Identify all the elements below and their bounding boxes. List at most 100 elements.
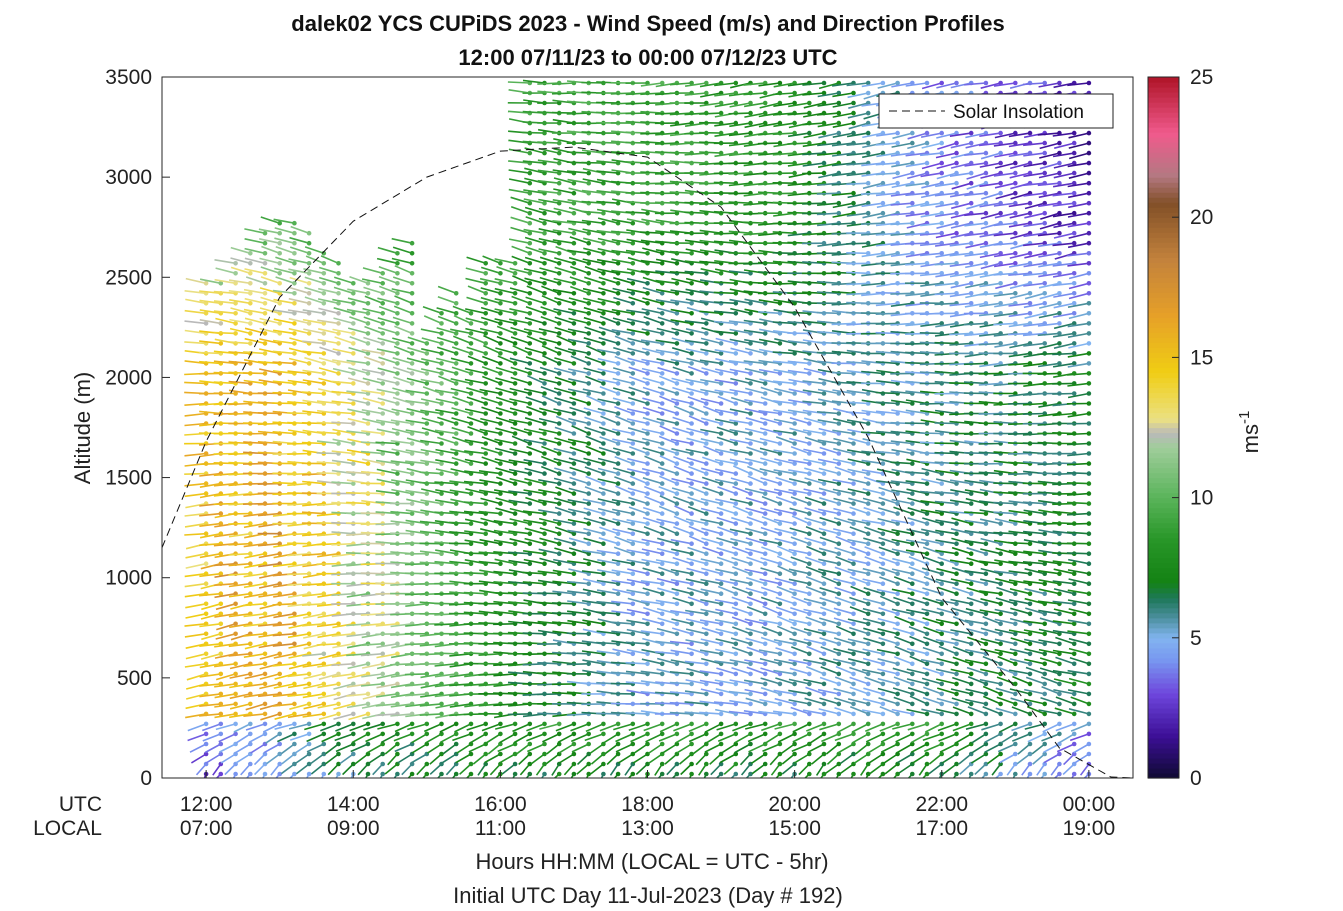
wind-barb-dot — [365, 711, 371, 717]
wind-barb-dot — [762, 431, 768, 436]
wind-barb-dot — [292, 251, 297, 256]
wind-barb-dot — [615, 491, 621, 496]
wind-barb-dot — [659, 391, 665, 396]
wind-barb-dot — [351, 421, 356, 426]
wind-barb-dot — [262, 641, 268, 647]
wind-barb-dot — [556, 190, 562, 196]
wind-barb-dot — [542, 230, 547, 236]
wind-barb-dot — [556, 721, 562, 727]
wind-barb-dot — [586, 721, 591, 727]
wind-barb-dot — [483, 371, 489, 376]
chart-title: dalek02 YCS CUPiDS 2023 - Wind Speed (m/… — [291, 11, 1004, 36]
wind-barb-dot — [542, 371, 547, 376]
wind-barb-dot — [748, 771, 753, 777]
wind-barb-dot — [424, 351, 430, 356]
wind-barb-dot — [365, 361, 371, 366]
wind-barb — [522, 663, 545, 666]
wind-barb-dot — [571, 731, 577, 737]
wind-barb-dot — [792, 421, 797, 426]
wind-barb-dot — [601, 291, 606, 296]
wind-barb-dot — [689, 601, 694, 607]
wind-barb-dot — [748, 441, 753, 446]
wind-barb-dot — [762, 351, 768, 356]
wind-barb-dot — [630, 471, 636, 476]
wind-barb-dot — [674, 361, 680, 366]
wind-barb — [566, 652, 589, 655]
wind-barb-dot — [645, 651, 650, 657]
wind-barb-dot — [659, 581, 665, 586]
wind-barb — [596, 101, 619, 104]
wind-barb-dot — [321, 741, 327, 747]
wind-barb-dot — [777, 491, 783, 496]
wind-barb-dot — [615, 401, 621, 406]
wind-barb — [213, 350, 236, 355]
wind-barb-dot — [542, 541, 547, 546]
wind-barb-dot — [748, 691, 753, 697]
wind-barb-dot — [571, 491, 577, 496]
wind-barb — [229, 663, 251, 670]
wind-barb — [185, 643, 207, 649]
wind-barb-dot — [571, 240, 577, 246]
wind-barb-dot — [542, 401, 547, 406]
wind-barb-dot — [483, 731, 489, 737]
wind-barb-dot — [615, 521, 621, 526]
wind-barb-dot — [733, 511, 739, 516]
wind-barb-dot — [351, 281, 356, 286]
wind-barb — [228, 613, 251, 618]
wind-barb — [199, 360, 221, 365]
wind-barb — [420, 328, 442, 335]
wind-barb-dot — [292, 771, 297, 777]
wind-barb-dot — [733, 501, 739, 506]
wind-barb-dot — [571, 301, 577, 306]
wind-barb-dot — [748, 481, 753, 486]
wind-barb-dot — [704, 501, 709, 506]
wind-barb-dot — [203, 531, 209, 536]
wind-barb — [243, 693, 266, 698]
wind-barb — [184, 329, 207, 335]
wind-barb-dot — [351, 371, 356, 376]
wind-barb-dot — [248, 671, 253, 677]
wind-barb-dot — [704, 471, 709, 476]
wind-barb-dot — [689, 301, 694, 306]
wind-barb-dot — [512, 381, 518, 386]
wind-barb-dot — [468, 341, 474, 346]
wind-barb-dot — [203, 581, 209, 586]
wind-barb-dot — [498, 561, 503, 566]
wind-barb-dot — [498, 481, 503, 486]
wind-barb-dot — [365, 741, 371, 747]
wind-barb-dot — [262, 271, 268, 276]
wind-barb-dot — [395, 451, 400, 456]
wind-barb-dot — [748, 120, 753, 126]
wind-barb-dot — [601, 341, 606, 346]
wind-barb-dot — [248, 641, 253, 647]
wind-barb — [537, 661, 560, 665]
wind-barb-dot — [659, 531, 665, 536]
wind-barb-dot — [601, 461, 606, 466]
wind-barb-dot — [527, 361, 533, 366]
wind-barb-dot — [409, 501, 415, 506]
wind-barb-dot — [762, 581, 768, 586]
wind-barb-dot — [586, 361, 591, 366]
wind-barb-dot — [409, 371, 415, 376]
wind-barb-dot — [733, 291, 739, 296]
wind-barb — [684, 161, 707, 164]
wind-barb — [199, 663, 221, 669]
wind-barb-dot — [762, 331, 768, 336]
wind-barb-dot — [527, 180, 533, 186]
wind-barb-dot — [586, 771, 591, 777]
wind-barb-dot — [601, 561, 606, 566]
wind-barb-dot — [556, 501, 562, 506]
wind-barb-dot — [336, 321, 341, 326]
wind-barb-dot — [556, 731, 562, 737]
wind-barb-dot — [630, 371, 636, 376]
wind-barb — [202, 723, 222, 732]
wind-barb-dot — [380, 771, 386, 777]
wind-barb — [287, 412, 310, 415]
wind-barb-dot — [601, 721, 606, 727]
wind-barb-dot — [306, 251, 312, 256]
wind-barb-dot — [615, 321, 621, 326]
wind-barb-dot — [674, 721, 680, 727]
wind-barb-dot — [792, 431, 797, 436]
wind-barb-dot — [645, 321, 650, 326]
wind-barb-dot — [277, 271, 283, 276]
